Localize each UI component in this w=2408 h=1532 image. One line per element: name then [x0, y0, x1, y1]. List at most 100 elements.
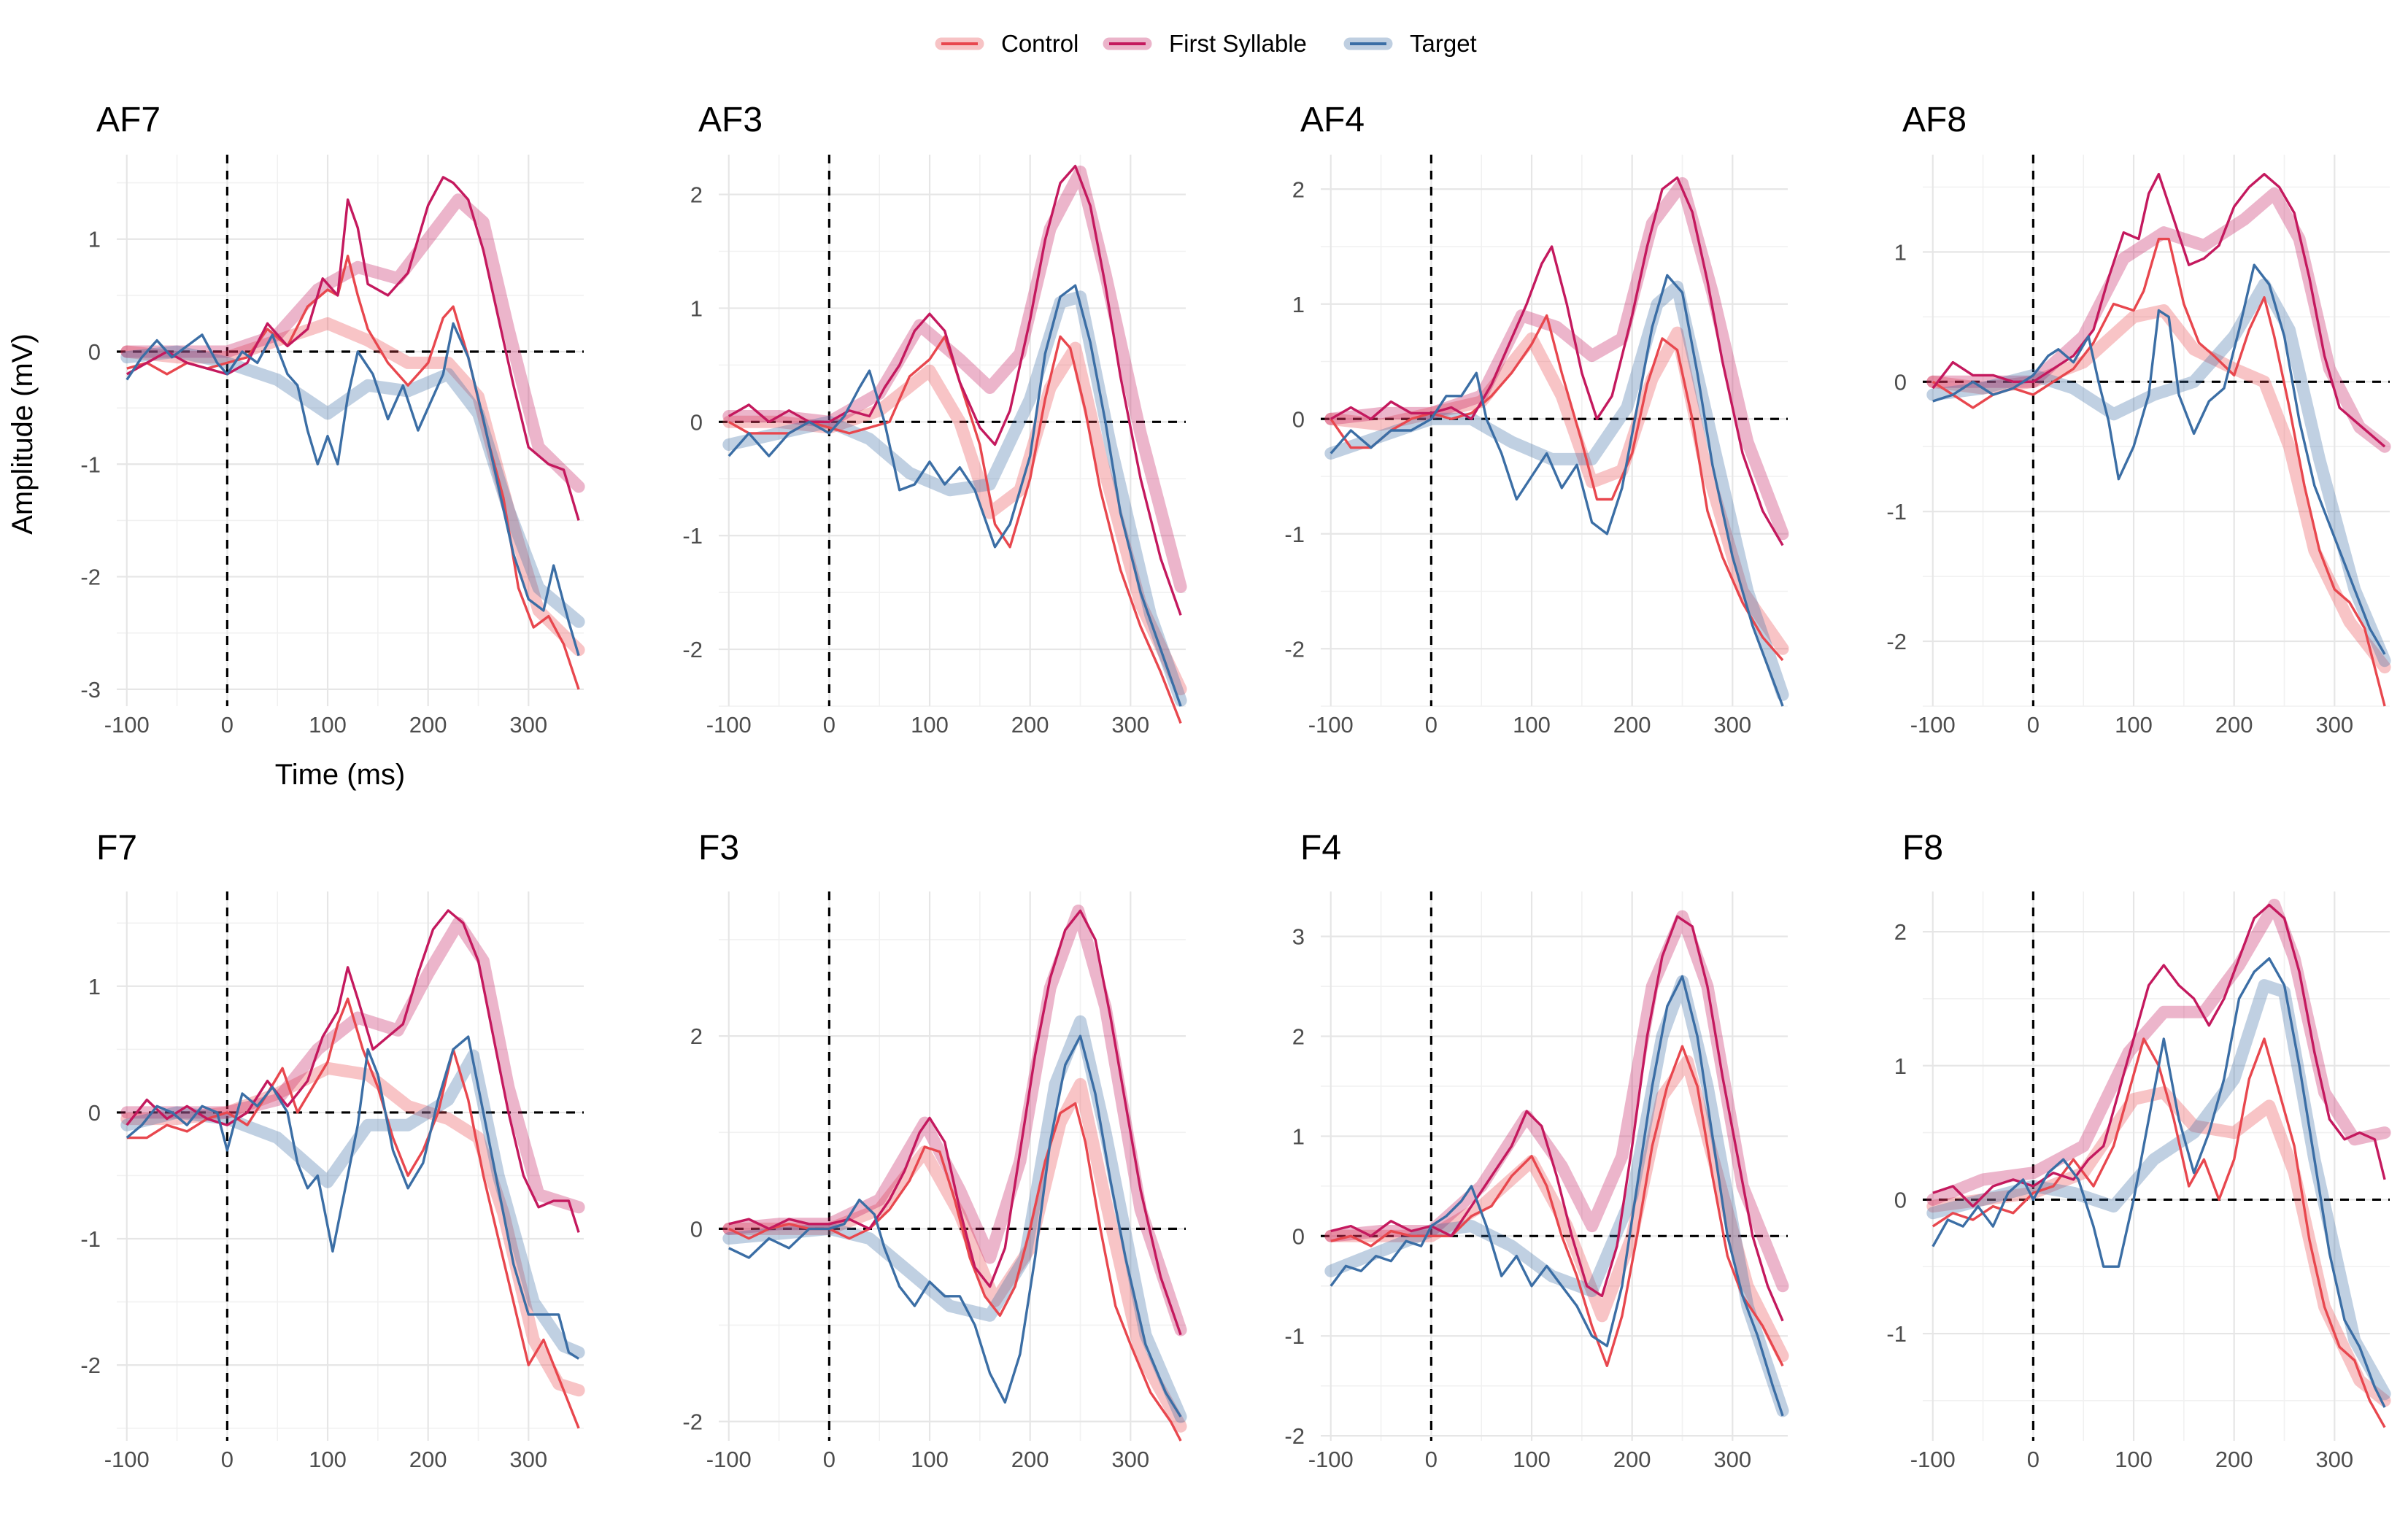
smooth-control — [722, 1078, 1187, 1433]
panel-f3: -100 0 100 200 300 -2 0 2 F3 — [682, 829, 1187, 1472]
legend-label: Control — [1001, 30, 1078, 57]
x-tick-label: 100 — [1513, 1447, 1551, 1472]
waveform-target — [728, 1034, 1182, 1417]
panel-af7: -100 0 100 200 300 -3 -2 -1 0 1 AF7 — [80, 101, 585, 738]
waveform-first-syllable — [126, 176, 580, 521]
y-tick-label: -1 — [1886, 1321, 1907, 1347]
y-tick-label: -2 — [1284, 636, 1305, 662]
waveform-target — [126, 1035, 580, 1360]
x-tick-label: 100 — [309, 1447, 347, 1472]
y-tick-label: 0 — [1292, 1223, 1305, 1249]
waveform-first-syllable — [1330, 176, 1784, 546]
y-tick-label: -2 — [80, 565, 101, 590]
legend-item-first-syllable: First Syllable — [1103, 30, 1307, 57]
x-tick-label: -100 — [104, 712, 150, 738]
waveform-control — [1932, 237, 2386, 707]
waveform-control — [1330, 1045, 1784, 1367]
x-tick-label: 300 — [1713, 1447, 1751, 1472]
x-tick-label: 300 — [509, 712, 547, 738]
y-tick-label: 0 — [690, 409, 703, 435]
x-tick-label: 300 — [2315, 1447, 2353, 1472]
x-tick-label: 300 — [1111, 712, 1149, 738]
waveform-first-syllable — [1932, 173, 2386, 448]
x-tick-label: 200 — [1613, 1447, 1651, 1472]
x-tick-label: -100 — [706, 1447, 752, 1472]
panel-f7: -100 0 100 200 300 -2 -1 0 1 F7 — [80, 829, 585, 1472]
panel-title: AF7 — [96, 101, 161, 139]
y-tick-label: 0 — [1894, 369, 1907, 395]
panel-af3: -100 0 100 200 300 -2 -1 0 1 2 AF3 — [682, 101, 1187, 738]
y-tick-label: 1 — [1292, 1123, 1305, 1149]
y-tick-label: -1 — [1284, 522, 1305, 547]
x-tick-label: 300 — [1111, 1447, 1149, 1472]
panel-f8: -100 0 100 200 300 -1 0 1 2 F8 — [1886, 829, 2391, 1472]
y-tick-label: -1 — [80, 452, 101, 477]
y-tick-label: 1 — [1894, 1053, 1907, 1079]
y-tick-label: 1 — [1292, 292, 1305, 317]
waveform-control — [728, 335, 1182, 724]
panel-af4: -100 0 100 200 300 -2 -1 0 1 2 AF4 — [1284, 101, 1789, 738]
panel-title: F3 — [698, 829, 739, 867]
x-tick-label: 100 — [911, 1447, 949, 1472]
panel-title: AF8 — [1902, 101, 1967, 139]
smooth-first-syllable — [120, 916, 585, 1214]
x-tick-label: 200 — [2215, 1447, 2253, 1472]
y-tick-label: 1 — [88, 227, 101, 252]
x-tick-label: 200 — [1613, 712, 1651, 738]
x-tick-label: 200 — [2215, 712, 2253, 738]
x-tick-label: -100 — [706, 712, 752, 738]
y-tick-label: -3 — [80, 677, 101, 703]
y-tick-label: -2 — [682, 637, 703, 662]
waveform-target — [1932, 957, 2386, 1408]
panel-title: F7 — [96, 829, 137, 867]
waveform-first-syllable — [728, 909, 1182, 1336]
x-tick-label: 300 — [2315, 712, 2353, 738]
waveform-first-syllable — [1330, 915, 1784, 1322]
x-tick-label: 100 — [1513, 712, 1551, 738]
waveform-control — [126, 997, 580, 1429]
waveform-target — [728, 284, 1182, 707]
y-tick-label: 0 — [88, 1100, 101, 1126]
x-tick-label: 0 — [221, 712, 234, 738]
smooth-control — [120, 317, 585, 657]
y-tick-label: 2 — [1894, 919, 1907, 945]
waveform-control — [1330, 314, 1784, 662]
x-tick-label: 300 — [1713, 712, 1751, 738]
smooth-target — [1324, 975, 1789, 1417]
y-tick-label: 2 — [690, 1024, 703, 1049]
y-tick-label: 1 — [1894, 239, 1907, 265]
x-tick-label: -100 — [1910, 1447, 1956, 1472]
y-tick-label: -1 — [1886, 499, 1907, 525]
smooth-target — [120, 345, 585, 628]
y-axis-title: Amplitude (mV) — [7, 333, 39, 535]
panel-title: F8 — [1902, 829, 1943, 867]
panel-f4: -100 0 100 200 300 -2 -1 0 1 2 3 F4 — [1284, 829, 1789, 1472]
legend-item-target: Target — [1343, 30, 1477, 57]
x-tick-label: 200 — [409, 712, 447, 738]
x-tick-label: 200 — [409, 1447, 447, 1472]
smooth-control — [722, 341, 1187, 696]
y-tick-label: -2 — [1886, 629, 1907, 654]
legend-label: First Syllable — [1169, 30, 1307, 57]
waveform-first-syllable — [728, 164, 1182, 616]
panel-title: F4 — [1300, 829, 1341, 867]
waveform-target — [1330, 975, 1784, 1417]
x-tick-label: 200 — [1011, 712, 1049, 738]
x-tick-label: 0 — [1425, 712, 1438, 738]
y-tick-label: 0 — [88, 339, 101, 365]
panel-title: AF3 — [698, 101, 763, 139]
y-tick-label: -1 — [1284, 1323, 1305, 1349]
x-axis-title: Time (ms) — [275, 759, 405, 791]
y-tick-label: -1 — [80, 1226, 101, 1252]
x-tick-label: 0 — [823, 1447, 836, 1472]
x-tick-label: 0 — [2027, 1447, 2040, 1472]
x-tick-label: 200 — [1011, 1447, 1049, 1472]
y-tick-label: 3 — [1292, 924, 1305, 950]
y-tick-label: 1 — [690, 295, 703, 321]
x-tick-label: 100 — [309, 712, 347, 738]
x-tick-label: 100 — [911, 712, 949, 738]
smooth-target — [120, 1049, 585, 1359]
x-tick-label: 0 — [1425, 1447, 1438, 1472]
x-tick-label: -100 — [1910, 712, 1956, 738]
